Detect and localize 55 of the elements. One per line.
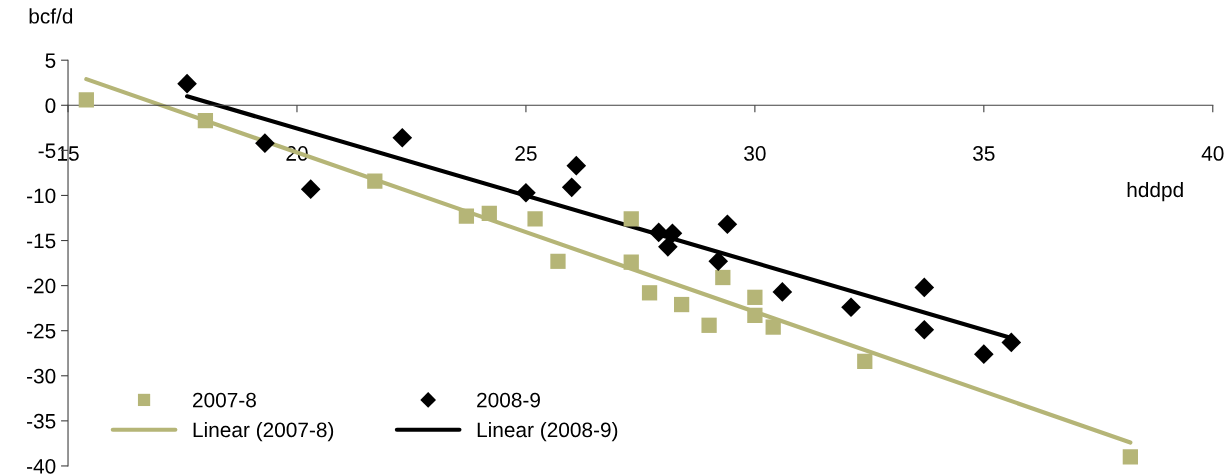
point <box>177 73 197 94</box>
point <box>367 173 383 189</box>
point <box>765 319 781 335</box>
point <box>481 205 497 222</box>
point <box>772 282 793 302</box>
point <box>857 353 873 369</box>
point <box>747 307 763 323</box>
point <box>623 254 639 270</box>
point <box>717 214 738 235</box>
point <box>561 177 582 198</box>
legend-label: 2007-8 <box>193 392 256 408</box>
legend-label: 2008-9 <box>477 392 540 408</box>
point <box>1001 332 1022 353</box>
legend-label: Linear (2007-8) <box>193 421 334 442</box>
y-tick-label: -20 <box>27 278 56 294</box>
point <box>747 289 763 305</box>
point <box>566 155 587 176</box>
point <box>550 253 566 269</box>
x-tick-label: 25 <box>515 146 537 161</box>
point <box>458 208 475 224</box>
point <box>78 92 94 108</box>
point <box>527 211 543 227</box>
point <box>197 112 214 129</box>
point <box>715 269 731 286</box>
point <box>914 277 935 298</box>
point <box>974 344 994 364</box>
legend-label: Linear (2008-9) <box>477 421 618 442</box>
point <box>658 237 678 257</box>
y-tick-label: 5 <box>45 53 56 68</box>
point <box>255 133 275 153</box>
x-axis-title: hddpd <box>1127 181 1183 202</box>
point <box>914 319 935 340</box>
point <box>623 211 639 227</box>
point <box>841 297 861 318</box>
point <box>392 127 413 148</box>
y-tick-label: -25 <box>27 323 56 339</box>
y-tick-label: -5 <box>38 143 56 159</box>
y-axis-title: bcf/d <box>29 8 73 24</box>
point <box>516 182 536 203</box>
y-tick-label: -40 <box>27 458 56 474</box>
y-tick-label: -15 <box>27 233 56 249</box>
x-tick-label: 35 <box>973 146 995 161</box>
x-tick-label: 40 <box>1201 146 1224 161</box>
point <box>300 179 321 199</box>
point <box>708 251 729 272</box>
x-tick-label: 15 <box>58 146 79 161</box>
x-tick-label: 30 <box>744 146 766 161</box>
y-tick-label: -10 <box>27 188 56 204</box>
y-tick-label: 0 <box>45 98 56 114</box>
point <box>641 285 658 301</box>
point <box>701 317 717 333</box>
point <box>673 296 690 313</box>
y-tick-label: -30 <box>27 368 56 384</box>
point <box>1122 449 1138 465</box>
y-tick-label: -35 <box>27 413 56 429</box>
